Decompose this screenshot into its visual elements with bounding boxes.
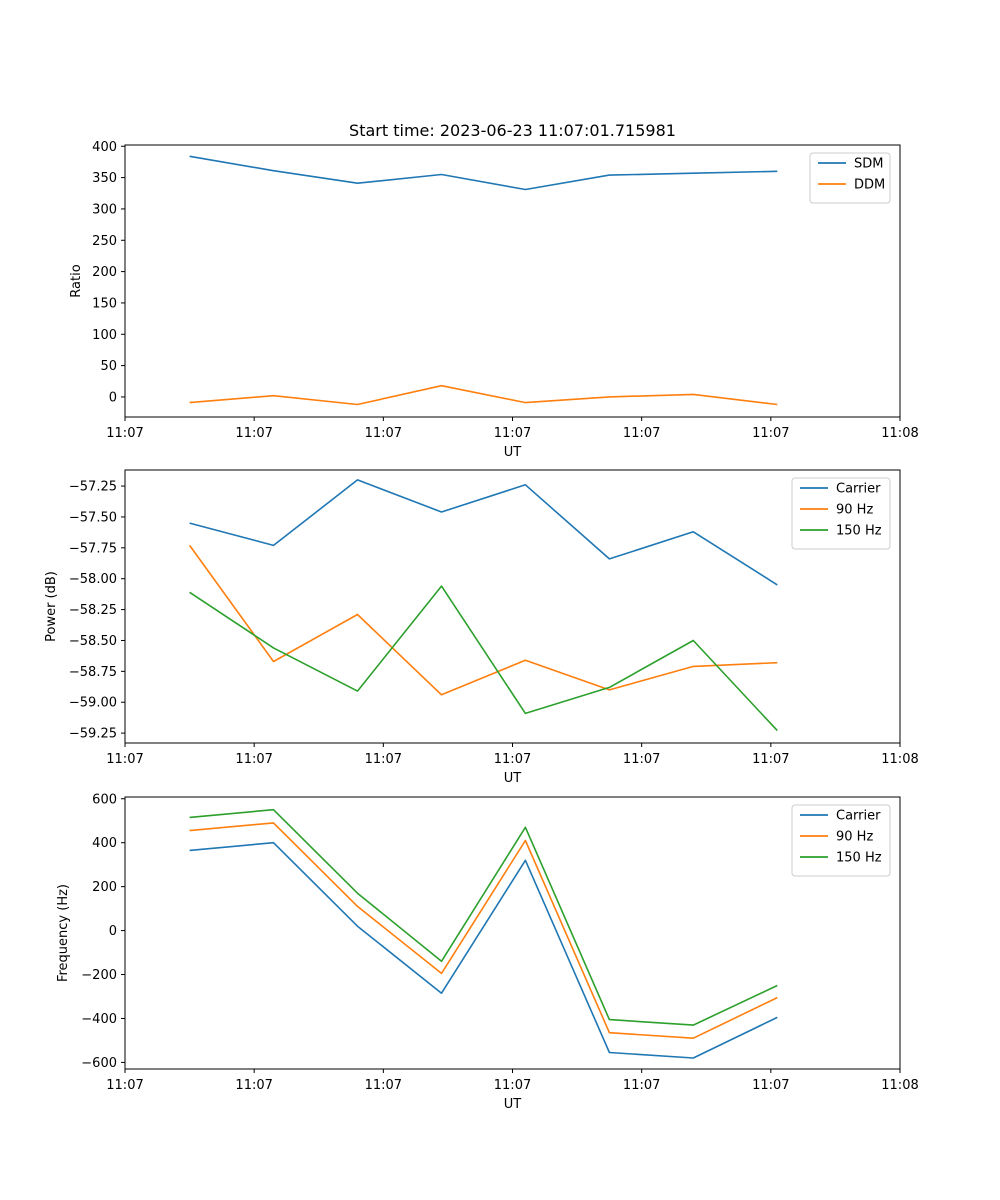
- x-axis-label: UT: [504, 445, 522, 460]
- y-tick-label: −59.00: [69, 696, 117, 711]
- y-tick-label: −57.50: [69, 510, 117, 525]
- chart-panel-3: 11:07 11:07 11:07 11:07 11:07 11:07 11:08 −600 −…: [56, 792, 919, 1112]
- y-tick-label: −600: [81, 1056, 117, 1071]
- x-tick-label: 11:07: [365, 752, 402, 767]
- y-tick-label: −58.25: [69, 603, 117, 618]
- legend-label: SDM: [854, 157, 883, 172]
- legend-label: 150 Hz: [836, 524, 882, 539]
- x-tick-label: 11:07: [752, 426, 789, 441]
- series-line-sdm: [189, 155, 778, 191]
- y-axis-label: Power (dB): [44, 571, 59, 642]
- series-line-90-hz: [189, 822, 778, 1039]
- x-tick-label: 11:07: [106, 426, 143, 441]
- series-line-90-hz: [188, 544, 778, 696]
- y-tick-label: 0: [109, 924, 117, 939]
- y-tick-label: 150: [92, 296, 117, 311]
- y-tick-label: −57.25: [69, 480, 117, 495]
- y-tick-label: −58.75: [69, 665, 117, 680]
- x-tick-label: 11:07: [623, 426, 660, 441]
- x-tick-label: 11:08: [881, 426, 918, 441]
- x-tick-label: 11:07: [623, 1078, 660, 1093]
- legend-label: DDM: [854, 178, 885, 193]
- x-tick-label: 11:07: [235, 752, 272, 767]
- y-tick-label: 0: [109, 390, 117, 405]
- legend-label: Carrier: [836, 809, 881, 824]
- x-axis-label: UT: [504, 1097, 522, 1112]
- legend: [809, 152, 891, 204]
- chart-title: Start time: 2023-06-23 11:07:01.715981: [349, 121, 676, 140]
- legend-label: 90 Hz: [836, 830, 873, 845]
- y-tick-label: −58.00: [69, 572, 117, 587]
- x-tick-label: 11:08: [881, 752, 918, 767]
- series-line-carrier: [189, 841, 778, 1059]
- x-tick-label: 11:07: [365, 426, 402, 441]
- y-tick-label: −200: [81, 968, 117, 983]
- x-tick-label: 11:07: [494, 1078, 531, 1093]
- y-tick-label: 300: [92, 202, 117, 217]
- chart-panel-2: 11:07 11:07 11:07 11:07 11:07 11:07 11:08 −59.2…: [44, 469, 919, 786]
- chart-panel-1: Start time: 2023-06-23 11:07:01.715981 11…: [69, 121, 919, 460]
- x-tick-label: 11:07: [235, 426, 272, 441]
- y-tick-label: 100: [92, 328, 117, 343]
- y-tick-label: 200: [92, 880, 117, 895]
- x-tick-label: 11:07: [752, 1078, 789, 1093]
- y-tick-label: 400: [92, 140, 117, 155]
- x-tick-label: 11:07: [106, 752, 143, 767]
- plot-frame: [124, 796, 901, 1070]
- y-axis-label: Ratio: [69, 264, 84, 297]
- legend-label: Carrier: [836, 482, 881, 497]
- y-tick-label: 600: [92, 792, 117, 807]
- y-tick-label: −57.75: [69, 541, 117, 556]
- y-tick-label: 200: [92, 265, 117, 280]
- series-line-carrier: [189, 479, 778, 586]
- y-tick-label: 400: [92, 836, 117, 851]
- legend: [791, 804, 891, 877]
- x-tick-label: 11:07: [365, 1078, 402, 1093]
- y-tick-label: 250: [92, 234, 117, 249]
- x-tick-label: 11:07: [235, 1078, 272, 1093]
- y-tick-label: 50: [100, 359, 117, 374]
- x-tick-label: 11:07: [752, 752, 789, 767]
- x-tick-label: 11:08: [881, 1078, 918, 1093]
- series-line-150-hz: [189, 808, 778, 1026]
- y-tick-label: 350: [92, 171, 117, 186]
- plot-frame: [124, 144, 901, 418]
- x-tick-label: 11:07: [623, 752, 660, 767]
- y-tick-label: −400: [81, 1012, 117, 1027]
- series-line-ddm: [189, 384, 778, 406]
- x-tick-label: 11:07: [106, 1078, 143, 1093]
- x-tick-label: 11:07: [494, 426, 531, 441]
- plot-frame: [124, 469, 901, 744]
- legend: [791, 477, 891, 550]
- legend-label: 90 Hz: [836, 503, 873, 518]
- x-tick-label: 11:07: [494, 752, 531, 767]
- legend-label: 150 Hz: [836, 851, 882, 866]
- series-line-150-hz: [189, 585, 778, 732]
- x-axis-label: UT: [504, 771, 522, 786]
- y-tick-label: −58.50: [69, 634, 117, 649]
- y-axis-label: Frequency (Hz): [56, 884, 71, 982]
- y-tick-label: −59.25: [69, 727, 117, 742]
